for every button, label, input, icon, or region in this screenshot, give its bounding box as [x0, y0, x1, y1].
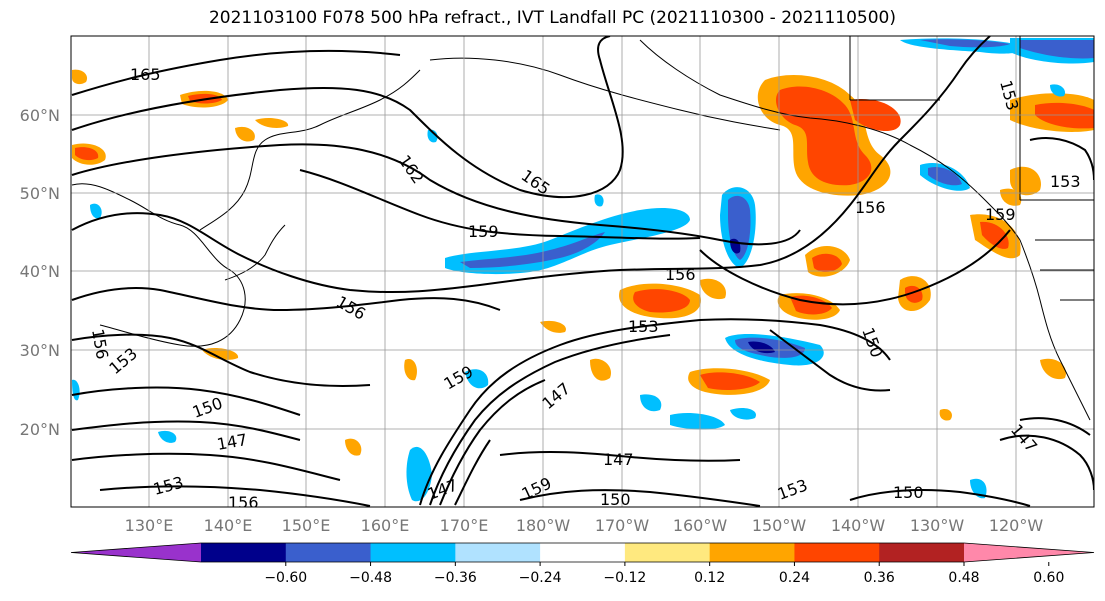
colorbar-tick-label: 0.48 — [948, 570, 979, 586]
lon-label: 160°E — [361, 516, 410, 535]
lon-label: 130°W — [910, 516, 965, 535]
contour-label: 156 — [665, 265, 696, 284]
map-title: 2021103100 F078 500 hPa refract., IVT La… — [208, 8, 896, 28]
lat-label: 50°N — [20, 184, 60, 203]
colorbar-segment — [285, 543, 372, 562]
longitude-labels: 130°E 140°E 150°E 160°E 170°E 180°W 170°… — [125, 516, 1044, 535]
latitude-labels: 60°N 50°N 40°N 30°N 20°N — [20, 106, 60, 439]
contour-label: 159 — [985, 205, 1016, 224]
lon-label: 140°W — [831, 516, 886, 535]
colorbar-tick-label: −0.24 — [519, 570, 562, 586]
contour-label: 153 — [628, 317, 659, 336]
coastlines — [71, 36, 1094, 421]
colorbar-tick-label: −0.60 — [264, 570, 307, 586]
contour-label: 150 — [600, 490, 631, 509]
colorbar-segment — [709, 543, 795, 562]
colorbar-segment — [455, 543, 541, 562]
colorbar-tick-label: −0.36 — [434, 570, 477, 586]
colorbar-outline — [70, 542, 1095, 563]
colorbar-tick-label: 0.60 — [1033, 570, 1064, 586]
contour-label: 159 — [468, 222, 499, 241]
colorbar-segment — [879, 543, 965, 562]
colorbar: −0.60 −0.48 −0.36 −0.24 −0.12 0.12 0.24 0.36 0.4… — [70, 542, 1095, 586]
contour-label: 147 — [603, 450, 634, 469]
colorbar-tick-label: 0.36 — [864, 570, 895, 586]
lon-label: 170°W — [595, 516, 650, 535]
colorbar-segment — [964, 543, 1094, 562]
graticule — [71, 36, 1094, 507]
colorbar-tick-label: 0.24 — [779, 570, 810, 586]
colorbar-tick-label: −0.12 — [603, 570, 646, 586]
colorbar-segment — [201, 543, 287, 562]
plot-frame — [70, 35, 1095, 508]
lon-label: 140°E — [204, 516, 253, 535]
contour-label: 153 — [1050, 172, 1081, 191]
colorbar-segment — [370, 543, 456, 562]
colorbar-segment — [624, 543, 711, 562]
contour-label: 165 — [130, 65, 161, 84]
lat-label: 40°N — [20, 262, 60, 281]
lat-label: 30°N — [20, 341, 60, 360]
lon-label: 150°W — [752, 516, 807, 535]
colorbar-segment — [71, 543, 201, 562]
colorbar-segment — [540, 543, 626, 562]
contour-lines — [71, 36, 1094, 507]
colorbar-segment — [794, 543, 880, 562]
lon-label: 130°E — [125, 516, 174, 535]
lon-label: 180°W — [516, 516, 571, 535]
colorbar-tick-label: 0.12 — [694, 570, 725, 586]
lon-label: 150°E — [282, 516, 331, 535]
colorbar-tick-label: −0.48 — [349, 570, 392, 586]
anomaly-shading — [72, 38, 1094, 502]
contour-label: 156 — [228, 493, 259, 512]
lat-label: 20°N — [20, 420, 60, 439]
lon-label: 160°W — [673, 516, 728, 535]
contour-label: 150 — [893, 483, 924, 502]
lat-label: 60°N — [20, 106, 60, 125]
lon-label: 120°W — [989, 516, 1044, 535]
lon-label: 170°E — [440, 516, 489, 535]
contour-label: 156 — [855, 198, 886, 217]
